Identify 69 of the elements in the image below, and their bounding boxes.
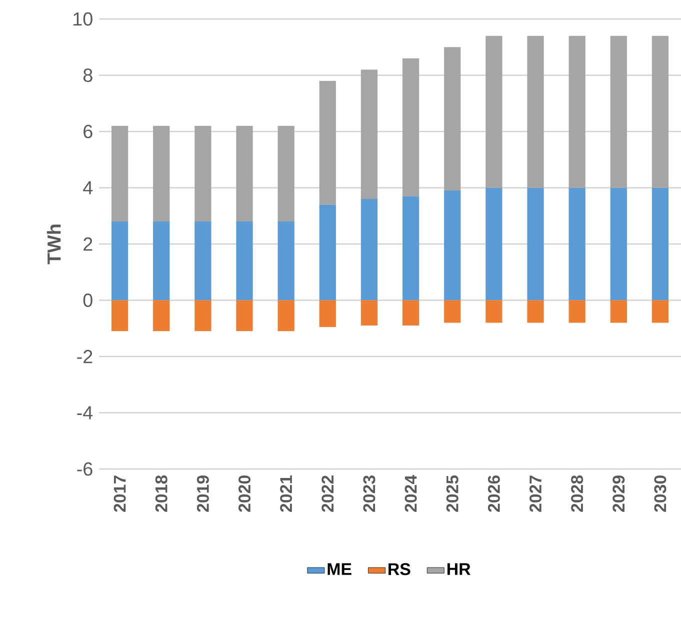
bar <box>527 300 544 323</box>
bar <box>360 300 378 326</box>
bar <box>111 300 128 332</box>
bar <box>402 58 420 196</box>
x-tick-label: 2018 <box>155 475 168 512</box>
legend-label: HR <box>447 563 470 575</box>
bar <box>111 126 128 222</box>
y-tick-label: 0 <box>83 294 92 307</box>
bar <box>610 36 627 188</box>
bar <box>278 221 294 300</box>
y-tick-label: 10 <box>74 12 92 26</box>
bar <box>652 36 669 188</box>
bar <box>153 221 170 300</box>
bar <box>402 300 420 326</box>
bar <box>236 221 253 300</box>
bar <box>111 221 128 300</box>
bar <box>194 126 212 222</box>
bar <box>527 36 544 188</box>
bar <box>153 126 170 222</box>
bar <box>652 300 669 323</box>
bar <box>444 190 461 300</box>
x-tick-label: 2019 <box>196 475 209 512</box>
bar <box>568 300 586 323</box>
bar <box>610 300 627 323</box>
x-tick-label: 2022 <box>322 476 334 512</box>
x-tick-label: 2028 <box>571 475 584 512</box>
y-tick-label: -6 <box>77 462 92 476</box>
x-tick-label: 2024 <box>404 474 417 512</box>
bar <box>153 300 170 332</box>
bar <box>319 300 336 327</box>
x-tick-label: 2025 <box>446 475 458 512</box>
x-tick-label: 2029 <box>612 475 625 512</box>
bar <box>360 198 378 300</box>
bar <box>444 47 461 191</box>
bar <box>319 80 336 205</box>
bar <box>236 126 253 222</box>
x-tick-label: 2026 <box>488 475 500 512</box>
y-tick-label: -4 <box>77 406 93 420</box>
bar <box>236 300 253 332</box>
legend-label: RS <box>388 563 410 576</box>
x-tick-label: 2017 <box>114 476 126 512</box>
bar <box>278 126 294 222</box>
x-tick-label: 2021 <box>280 475 292 512</box>
x-tick-label: 2030 <box>654 476 666 512</box>
bar <box>652 188 669 300</box>
bar <box>610 188 627 300</box>
y-tick-label: 4 <box>83 181 93 194</box>
bar <box>360 70 378 199</box>
y-axis-title: TWh <box>46 224 61 264</box>
bar <box>194 221 212 300</box>
bar <box>486 36 502 188</box>
bar <box>194 300 212 332</box>
bar <box>568 188 586 300</box>
bar <box>278 300 294 332</box>
bar <box>444 300 461 323</box>
y-tick-label: -2 <box>77 350 92 364</box>
x-tick-label: 2027 <box>530 476 542 512</box>
y-tick-label: 8 <box>83 68 92 82</box>
x-tick-label: 2020 <box>238 476 251 512</box>
bar <box>402 196 420 300</box>
bar <box>527 188 544 300</box>
bar <box>486 188 502 300</box>
bar <box>319 204 336 300</box>
x-tick-label: 2023 <box>363 475 376 512</box>
bar <box>568 36 586 188</box>
y-tick-label: 2 <box>84 237 92 251</box>
legend-label: ME <box>328 563 352 575</box>
y-tick-label: 6 <box>84 124 92 138</box>
bar <box>486 300 502 323</box>
